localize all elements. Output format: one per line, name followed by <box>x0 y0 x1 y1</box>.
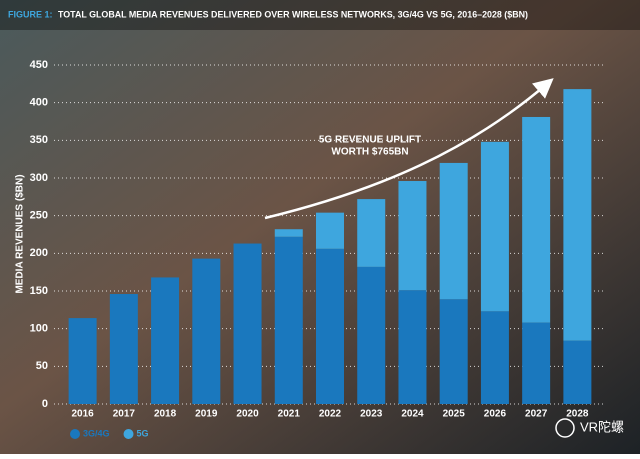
legend-label: 5G <box>137 428 149 438</box>
x-tick-label: 2016 <box>71 409 94 420</box>
bar-segment <box>192 258 221 404</box>
legend-swatch <box>123 429 134 439</box>
x-tick-label: 2025 <box>443 409 466 420</box>
bar-segment <box>439 162 468 300</box>
y-axis-label: MEDIA REVENUES ($BN) <box>15 174 26 293</box>
bar-segment <box>68 318 97 404</box>
bar-segment <box>563 89 592 341</box>
legend-label: 3G/4G <box>83 428 110 438</box>
y-tick-label: 250 <box>30 210 48 222</box>
bar-segment <box>398 290 427 404</box>
bar-segment <box>274 236 303 404</box>
bar-segment <box>316 212 344 249</box>
x-tick-label: 2027 <box>525 409 548 420</box>
y-tick-label: 350 <box>30 134 48 146</box>
y-tick-label: 400 <box>30 97 48 109</box>
x-tick-label: 2017 <box>113 409 136 420</box>
figure-label: FIGURE 1: <box>8 9 53 19</box>
chart-title: TOTAL GLOBAL MEDIA REVENUES DELIVERED OV… <box>58 9 528 19</box>
watermark: VR陀螺 <box>580 419 624 434</box>
x-tick-label: 2018 <box>154 409 177 420</box>
bar-segment <box>480 141 509 312</box>
bar-segment <box>439 299 468 404</box>
bar-segment <box>522 116 551 323</box>
x-tick-label: 2022 <box>319 409 342 420</box>
bar-segment <box>480 311 509 404</box>
watermark-icon <box>555 418 575 438</box>
y-tick-label: 100 <box>30 323 48 335</box>
bar-segment <box>109 294 138 404</box>
bar-segment <box>357 266 386 404</box>
title-band <box>0 0 640 30</box>
bar-segment <box>233 243 262 404</box>
bar-segment <box>522 322 551 404</box>
x-tick-label: 2020 <box>236 409 259 420</box>
y-tick-label: 300 <box>30 172 48 184</box>
x-tick-label: 2028 <box>566 409 589 420</box>
y-tick-label: 0 <box>42 398 48 410</box>
legend-swatch <box>70 429 80 439</box>
bar-segment <box>563 340 592 404</box>
x-tick-label: 2026 <box>484 409 507 420</box>
x-tick-label: 2019 <box>195 409 218 420</box>
bar-segment <box>357 199 386 267</box>
bar-segment <box>316 248 344 404</box>
x-tick-label: 2023 <box>360 409 383 420</box>
bar-segment <box>398 181 427 291</box>
bar-segment <box>274 229 303 237</box>
y-tick-label: 450 <box>30 59 48 71</box>
y-tick-label: 150 <box>30 285 48 297</box>
y-tick-label: 200 <box>30 247 48 259</box>
x-tick-label: 2021 <box>278 409 301 420</box>
annotation: 5G REVENUE UPLIFT <box>319 135 421 146</box>
uplift-arrow <box>264 78 554 220</box>
annotation: WORTH $765BN <box>331 147 408 158</box>
bar-segment <box>151 277 180 404</box>
x-tick-label: 2024 <box>401 409 424 420</box>
y-tick-label: 50 <box>36 360 48 372</box>
